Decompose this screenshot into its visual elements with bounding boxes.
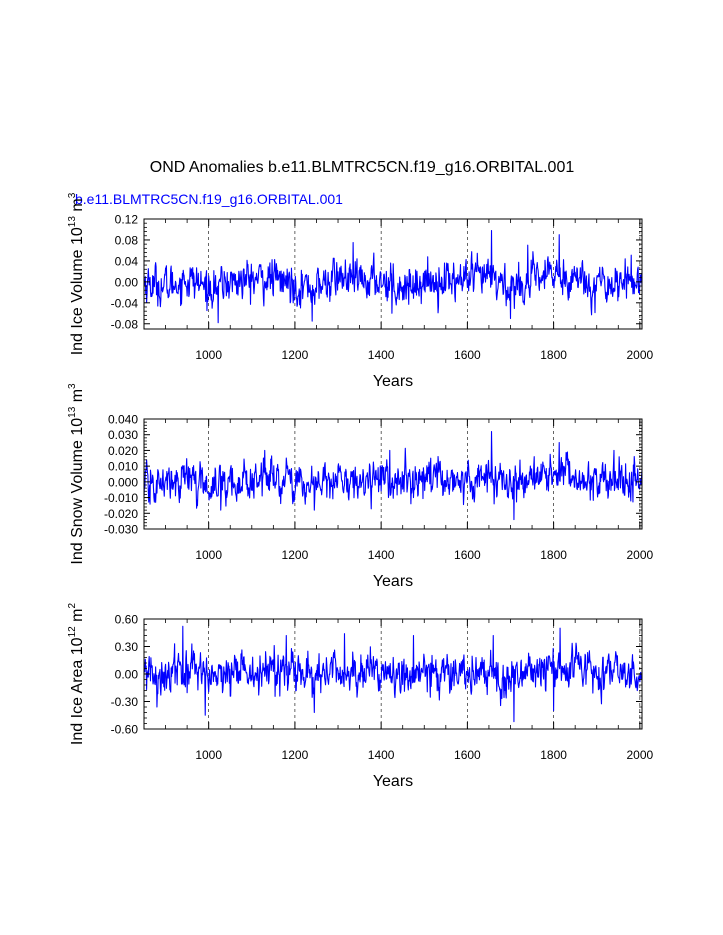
y-tick-label: 0.04 xyxy=(115,254,139,268)
y-tick-label: 0.08 xyxy=(115,233,139,247)
x-tick-label: 2000 xyxy=(626,348,653,362)
y-axis-label-part: m xyxy=(69,198,86,216)
x-tick-label: 1000 xyxy=(195,348,222,362)
y-axis-label-superscript: 3 xyxy=(67,192,78,198)
y-tick-label: 0.010 xyxy=(108,460,138,474)
x-tick-label: 2000 xyxy=(626,548,653,562)
x-tick-label: 1600 xyxy=(454,348,481,362)
y-axis-label: Ind Snow Volume 1013 m3 xyxy=(67,383,86,565)
y-tick-label: 0.020 xyxy=(108,444,138,458)
x-tick-label: 1400 xyxy=(368,548,395,562)
figure-subtitle: b.e11.BLMTRC5CN.f19_g16.ORBITAL.001 xyxy=(75,191,343,207)
y-axis-label: Ind Ice Volume 1013 m3 xyxy=(67,192,86,355)
y-tick-label: 0.00 xyxy=(115,668,139,682)
y-tick-label: -0.010 xyxy=(104,491,138,505)
y-tick-label: -0.08 xyxy=(111,317,139,331)
panel-ice-volume: 0.12 0.08 0.04 0.00 -0.04 -0.08 1000 1200 1400 16… xyxy=(67,192,654,390)
x-tick-label: 1400 xyxy=(368,748,395,762)
plot-frame-ice-volume xyxy=(143,218,643,330)
y-tick-label: -0.04 xyxy=(111,296,139,310)
y-tick-label: -0.030 xyxy=(104,523,138,537)
y-axis-label-superscript: 2 xyxy=(67,603,78,609)
y-tick-label: 0.040 xyxy=(108,413,138,427)
x-tick-label: 1800 xyxy=(540,748,567,762)
y-tick-label: 0.60 xyxy=(115,613,139,627)
x-tick-label: 1800 xyxy=(540,548,567,562)
series-line-ice-volume xyxy=(143,229,643,324)
y-axis-label-part: m xyxy=(69,389,86,407)
x-tick-label: 1600 xyxy=(454,548,481,562)
y-axis-label-superscript: 3 xyxy=(67,383,78,389)
x-axis-label: Years xyxy=(373,373,413,390)
series-line-ice-area xyxy=(143,625,643,723)
x-tick-label: 1200 xyxy=(282,348,309,362)
y-axis-label-part: m xyxy=(69,609,86,627)
panel-ice-area: 0.60 0.30 0.00 -0.30 -0.60 1000 1200 1400 1600 18… xyxy=(67,603,654,790)
x-tick-label: 2000 xyxy=(626,748,653,762)
y-tick-label: 0.00 xyxy=(115,275,139,289)
y-axis-label-part: Ind Ice Volume 10 xyxy=(69,227,86,355)
panels: 0.12 0.08 0.04 0.00 -0.04 -0.08 1000 1200 1400 16… xyxy=(67,192,654,790)
y-axis-label-superscript: 13 xyxy=(67,216,78,228)
y-axis-label-superscript: 13 xyxy=(67,406,78,418)
x-tick-label: 1600 xyxy=(454,748,481,762)
y-axis-label-part: Ind Ice Area 10 xyxy=(69,637,86,745)
series-line-snow-volume xyxy=(143,431,643,521)
x-tick-label: 1200 xyxy=(282,548,309,562)
y-tick-label: 0.000 xyxy=(108,475,138,489)
y-tick-label: 0.30 xyxy=(115,640,139,654)
figure-title: OND Anomalies b.e11.BLMTRC5CN.f19_g16.OR… xyxy=(150,159,575,176)
x-tick-label: 1200 xyxy=(282,748,309,762)
x-tick-label: 1400 xyxy=(368,348,395,362)
x-tick-label: 1000 xyxy=(195,748,222,762)
x-tick-label: 1800 xyxy=(540,348,567,362)
y-axis-label-part: Ind Snow Volume 10 xyxy=(69,418,86,565)
y-tick-label: -0.60 xyxy=(111,723,139,737)
y-tick-label: 0.12 xyxy=(115,213,139,227)
x-tick-label: 1000 xyxy=(195,548,222,562)
x-axis-label: Years xyxy=(373,573,413,590)
y-axis-label: Ind Ice Area 1012 m2 xyxy=(67,603,86,746)
y-tick-label: 0.030 xyxy=(108,428,138,442)
y-tick-label: -0.020 xyxy=(104,507,138,521)
y-axis-label-superscript: 12 xyxy=(67,626,78,638)
y-tick-label: -0.30 xyxy=(111,695,139,709)
x-axis-label: Years xyxy=(373,773,413,790)
plot-frame-snow-volume xyxy=(143,418,643,530)
